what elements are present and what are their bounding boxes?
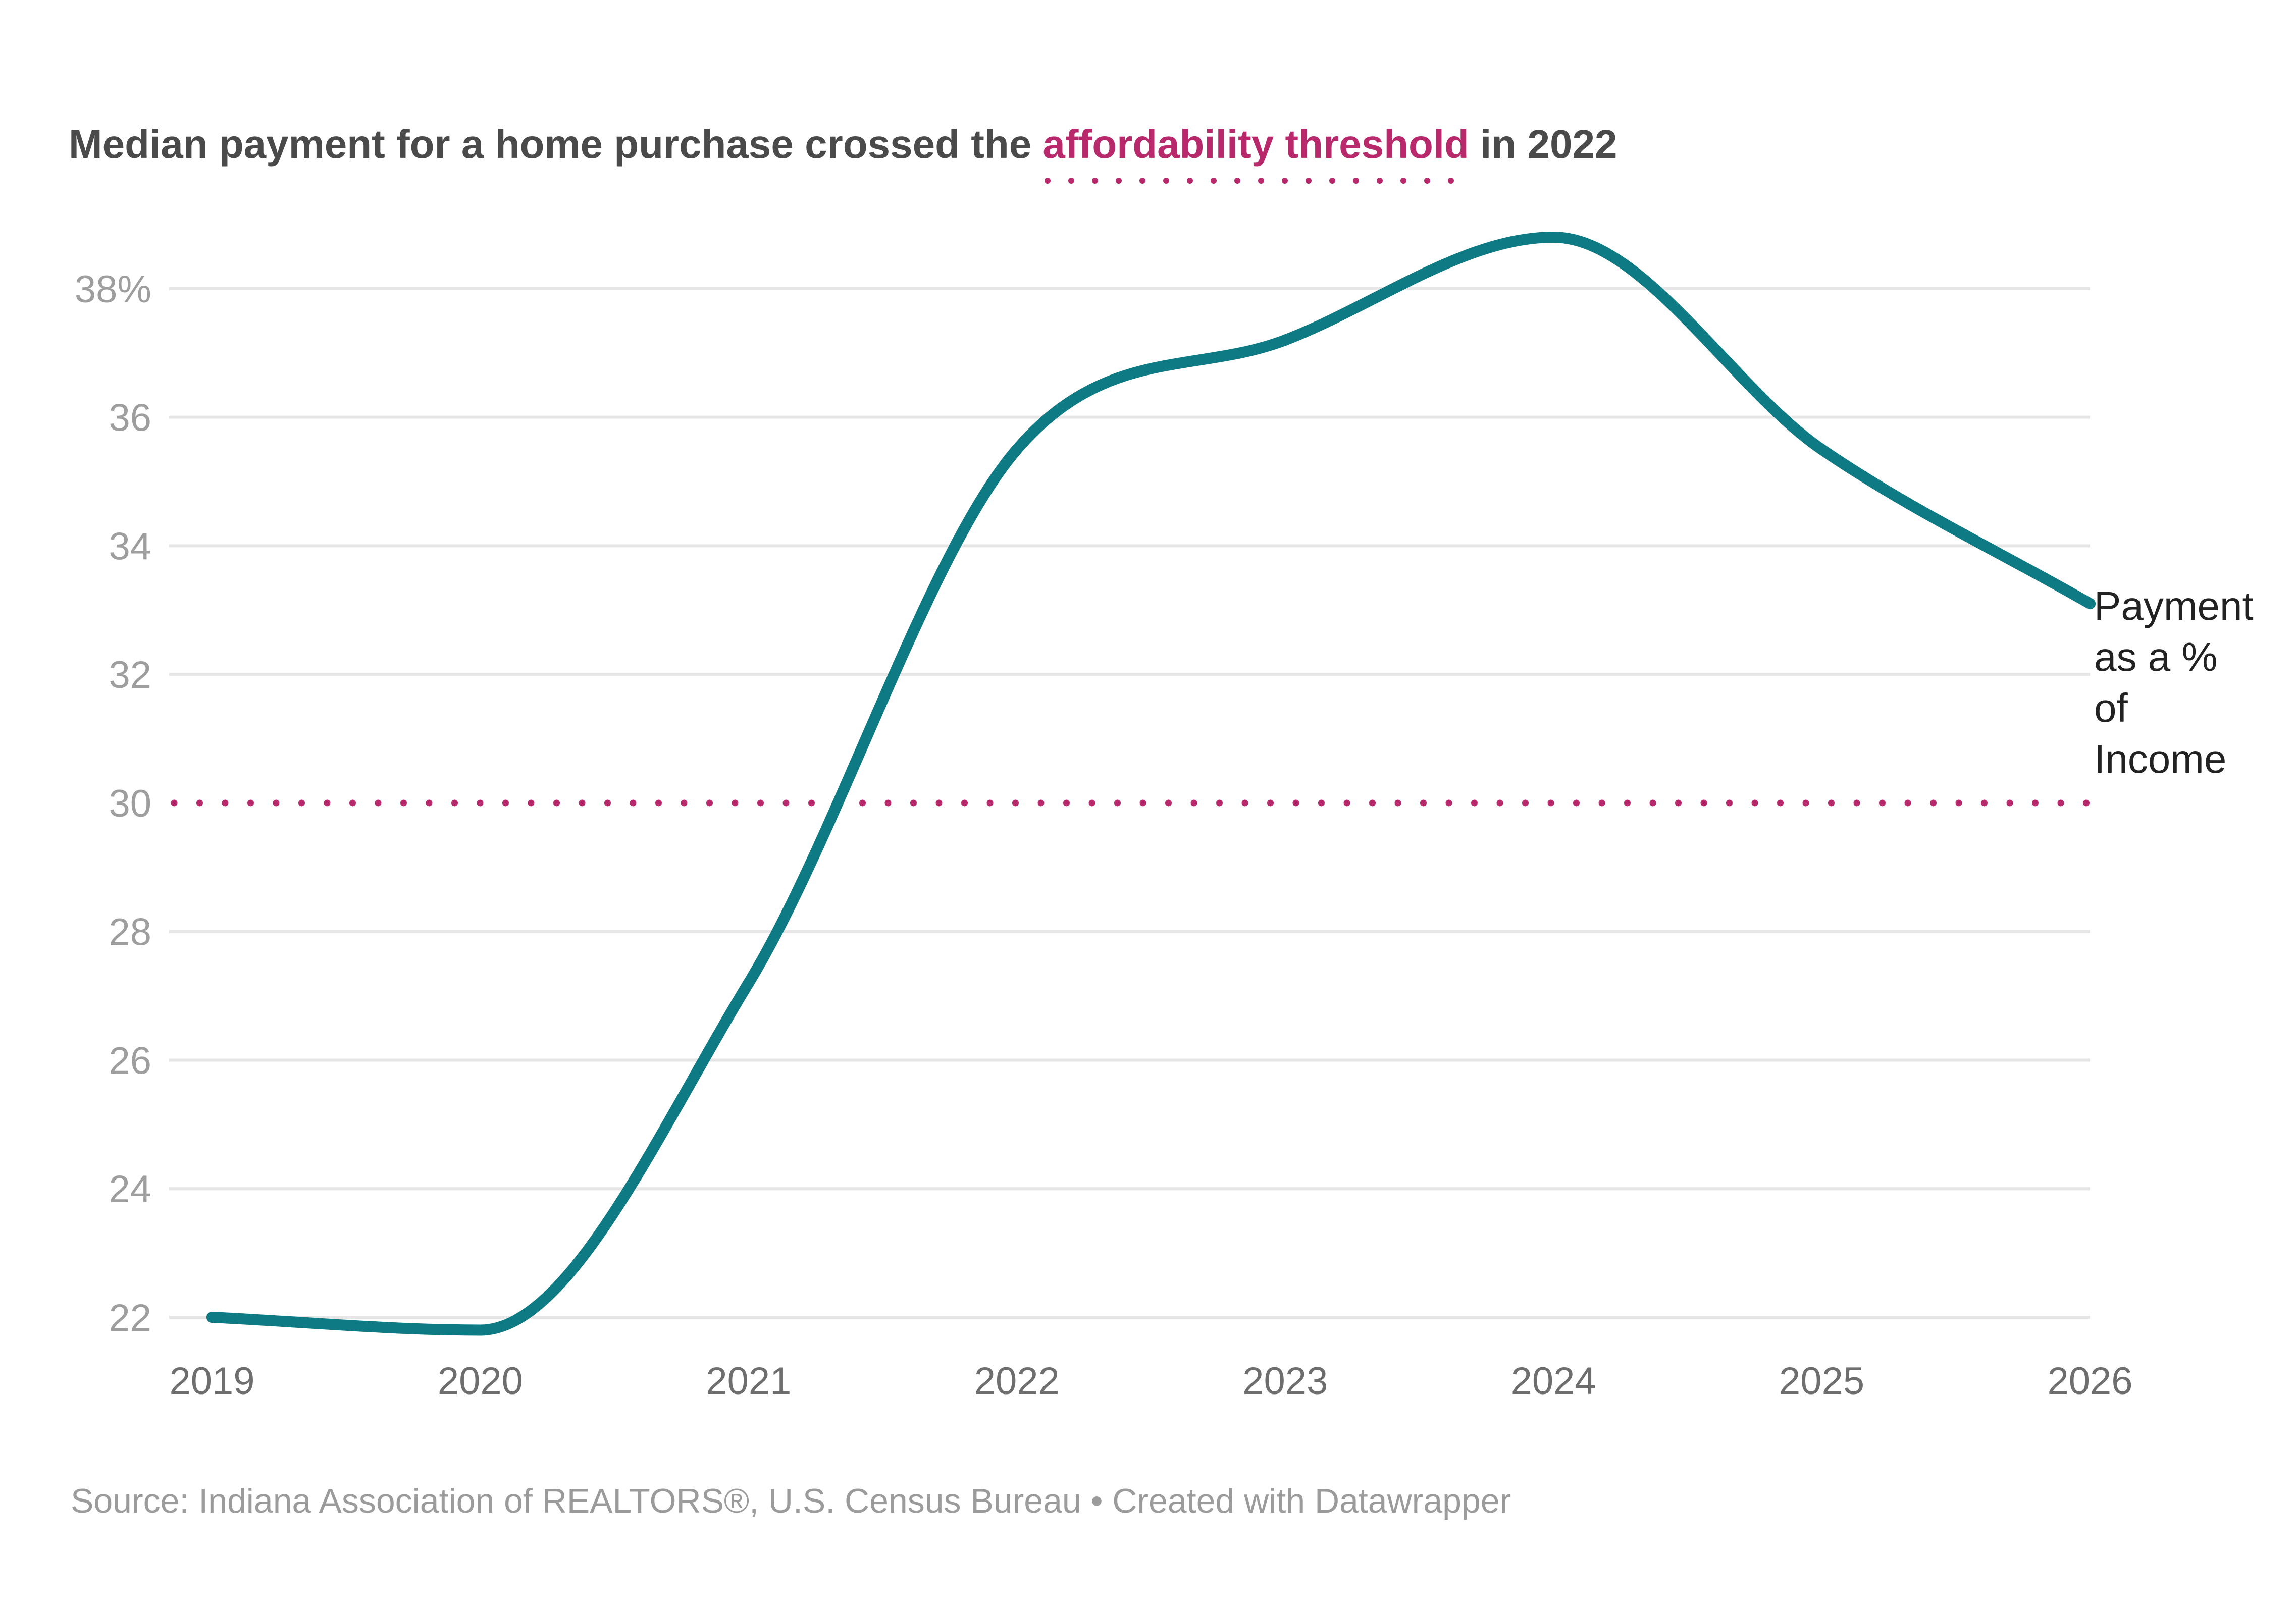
data-point-2020 <box>475 1324 486 1336</box>
data-point-2023 <box>1279 334 1291 346</box>
y-tick-label-24: 24 <box>109 1168 151 1211</box>
x-tick-label-2025: 2025 <box>1779 1360 1864 1403</box>
y-tick-label-22: 22 <box>109 1297 151 1339</box>
series-line-payment-percent-income <box>206 232 2096 1336</box>
data-point-2021 <box>743 977 754 989</box>
series-label-line-1: Payment <box>2094 583 2254 628</box>
series-label-layer: Payment as a % of Income <box>2094 583 2254 781</box>
gridlines <box>169 287 2090 1319</box>
x-axis-tick-labels: 2019 2020 2021 2022 2023 2024 2025 2026 <box>169 1360 2132 1403</box>
y-tick-label-38: 38% <box>75 268 151 311</box>
x-tick-label-2026: 2026 <box>2047 1360 2132 1403</box>
title-highlight-affordability-threshold: affordability threshold <box>1042 122 1469 167</box>
title-text-before: Median payment for a home purchase cross… <box>69 122 1043 167</box>
x-tick-label-2024: 2024 <box>1511 1360 1596 1403</box>
x-tick-label-2022: 2022 <box>974 1360 1060 1403</box>
y-tick-label-34: 34 <box>109 525 151 568</box>
data-point-2019 <box>206 1312 218 1323</box>
series-label-line-3: of <box>2094 685 2128 730</box>
data-point-2024 <box>1548 232 1559 243</box>
y-axis-tick-labels: 22 24 26 28 30 32 34 36 38% <box>75 268 151 1339</box>
series-layer <box>206 232 2096 1336</box>
data-point-2025 <box>1816 444 1828 455</box>
y-tick-label-26: 26 <box>109 1039 151 1082</box>
chart-title: Median payment for a home purchase cross… <box>69 120 1617 169</box>
data-point-2022 <box>1011 444 1023 455</box>
series-label-line-2: as a % <box>2094 634 2218 679</box>
source-note: Source: Indiana Association of REALTORS®… <box>71 1482 1511 1520</box>
x-tick-label-2021: 2021 <box>706 1360 791 1403</box>
y-tick-label-32: 32 <box>109 654 151 696</box>
x-tick-label-2023: 2023 <box>1242 1360 1328 1403</box>
title-text-after: in 2022 <box>1469 122 1617 167</box>
x-tick-label-2020: 2020 <box>438 1360 523 1403</box>
y-tick-label-36: 36 <box>109 397 151 440</box>
x-tick-label-2019: 2019 <box>169 1360 254 1403</box>
data-point-2026 <box>2084 598 2096 610</box>
y-tick-label-28: 28 <box>109 911 151 954</box>
y-tick-label-30: 30 <box>109 782 151 825</box>
series-label-line-4: Income <box>2094 736 2226 781</box>
